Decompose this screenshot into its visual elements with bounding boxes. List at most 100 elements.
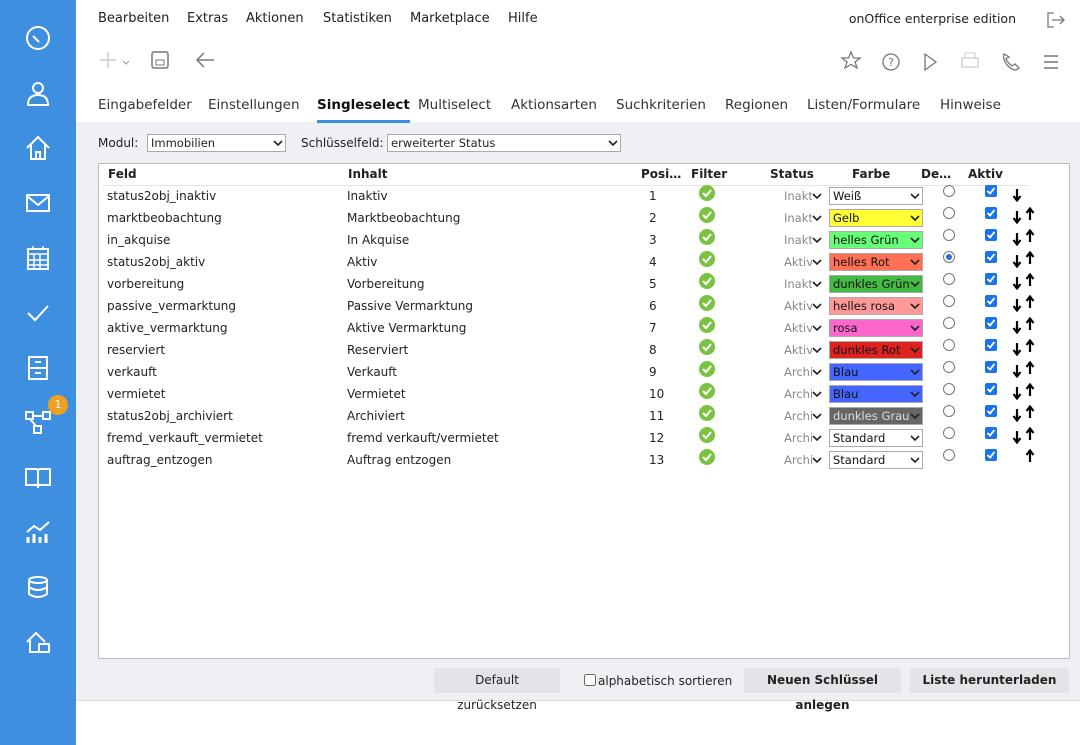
- nav-files[interactable]: [24, 354, 52, 382]
- color-select[interactable]: dunkles Grau: [829, 407, 923, 425]
- default-radio[interactable]: [942, 382, 956, 399]
- move-up[interactable]: [1025, 317, 1035, 334]
- tab[interactable]: Regionen: [725, 97, 788, 113]
- color-select[interactable]: Standard: [829, 451, 923, 469]
- move-down[interactable]: [1012, 298, 1022, 315]
- active-checkbox[interactable]: [984, 338, 998, 355]
- move-up[interactable]: [1025, 427, 1035, 444]
- filter-check[interactable]: [698, 404, 716, 425]
- status-select[interactable]: Aktiv: [780, 341, 825, 359]
- default-radio[interactable]: [942, 184, 956, 201]
- active-checkbox[interactable]: [984, 228, 998, 245]
- column-header[interactable]: Farbe: [852, 167, 912, 181]
- logout-icon[interactable]: [1046, 11, 1066, 29]
- nav-buildings[interactable]: [24, 628, 52, 656]
- column-header[interactable]: Filter: [691, 167, 731, 181]
- column-header[interactable]: Position: [641, 167, 686, 181]
- move-down[interactable]: [1012, 232, 1022, 249]
- filter-check[interactable]: [698, 316, 716, 337]
- status-select[interactable]: Archiviert: [780, 385, 825, 403]
- download-button[interactable]: Liste herunterladen: [910, 668, 1069, 693]
- default-radio[interactable]: [942, 448, 956, 465]
- default-radio[interactable]: [942, 206, 956, 223]
- move-up[interactable]: [1025, 449, 1035, 466]
- active-checkbox[interactable]: [984, 360, 998, 377]
- status-select[interactable]: Aktiv: [780, 319, 825, 337]
- color-select[interactable]: Blau: [829, 363, 923, 381]
- tab[interactable]: Singleselect: [317, 97, 410, 113]
- menu-item[interactable]: Bearbeiten: [98, 11, 169, 26]
- active-checkbox[interactable]: [984, 184, 998, 201]
- active-checkbox[interactable]: [984, 404, 998, 421]
- key-select[interactable]: erweiterter Status: [387, 134, 621, 152]
- tab[interactable]: Eingabefelder: [98, 97, 192, 113]
- nav-contacts[interactable]: [24, 79, 52, 107]
- status-select[interactable]: Archiviert: [780, 363, 825, 381]
- color-select[interactable]: helles Rot: [829, 253, 923, 271]
- column-header[interactable]: Default: [921, 167, 954, 181]
- tab[interactable]: Listen/Formulare: [807, 97, 920, 113]
- menu-item[interactable]: Extras: [187, 11, 228, 26]
- filter-check[interactable]: [698, 448, 716, 469]
- move-up[interactable]: [1025, 229, 1035, 246]
- move-down[interactable]: [1012, 254, 1022, 271]
- active-checkbox[interactable]: [984, 206, 998, 223]
- active-checkbox[interactable]: [984, 316, 998, 333]
- default-radio[interactable]: [942, 272, 956, 289]
- filter-check[interactable]: [698, 272, 716, 293]
- active-checkbox[interactable]: [984, 382, 998, 399]
- menu-item[interactable]: Aktionen: [246, 11, 304, 26]
- color-select[interactable]: helles rosa: [829, 297, 923, 315]
- status-select[interactable]: Inaktiv: [780, 231, 825, 249]
- default-radio[interactable]: [942, 250, 956, 267]
- move-up[interactable]: [1025, 361, 1035, 378]
- move-down[interactable]: [1012, 386, 1022, 403]
- default-radio[interactable]: [942, 294, 956, 311]
- default-radio[interactable]: [942, 228, 956, 245]
- color-select[interactable]: helles Grün: [829, 231, 923, 249]
- color-select[interactable]: Gelb: [829, 209, 923, 227]
- nav-dashboard[interactable]: [24, 24, 52, 52]
- tab[interactable]: Einstellungen: [208, 97, 300, 113]
- move-down[interactable]: [1012, 364, 1022, 381]
- filter-check[interactable]: [698, 228, 716, 249]
- nav-database[interactable]: [24, 573, 52, 601]
- filter-check[interactable]: [698, 382, 716, 403]
- active-checkbox[interactable]: [984, 272, 998, 289]
- filter-check[interactable]: [698, 360, 716, 381]
- nav-statistics[interactable]: [24, 518, 52, 546]
- active-checkbox[interactable]: [984, 426, 998, 443]
- status-select[interactable]: Archiviert: [780, 429, 825, 447]
- column-header[interactable]: Inhalt: [348, 167, 548, 181]
- move-down[interactable]: [1012, 276, 1022, 293]
- column-header[interactable]: Aktiv: [968, 167, 1008, 181]
- move-down[interactable]: [1012, 430, 1022, 447]
- status-select[interactable]: Aktiv: [780, 253, 825, 271]
- menu-item[interactable]: Statistiken: [323, 11, 392, 26]
- column-header[interactable]: Status: [770, 167, 820, 181]
- filter-check[interactable]: [698, 338, 716, 359]
- tab[interactable]: Multiselect: [418, 97, 491, 113]
- nav-calendar[interactable]: [24, 244, 52, 272]
- modul-select[interactable]: Immobilien: [147, 134, 286, 152]
- active-checkbox[interactable]: [984, 448, 998, 465]
- tab[interactable]: Hinweise: [940, 97, 1001, 113]
- status-select[interactable]: Archiviert: [780, 451, 825, 469]
- filter-check[interactable]: [698, 206, 716, 227]
- color-select[interactable]: Weiß: [829, 187, 923, 205]
- color-select[interactable]: rosa: [829, 319, 923, 337]
- status-select[interactable]: Inaktiv: [780, 187, 825, 205]
- nav-mail[interactable]: [24, 189, 52, 217]
- move-up[interactable]: [1025, 383, 1035, 400]
- column-header[interactable]: Feld: [108, 167, 308, 181]
- sort-checkbox[interactable]: [584, 674, 596, 689]
- filter-check[interactable]: [698, 294, 716, 315]
- default-radio[interactable]: [942, 338, 956, 355]
- move-up[interactable]: [1025, 273, 1035, 290]
- tab[interactable]: Aktionsarten: [511, 97, 597, 113]
- default-radio[interactable]: [942, 316, 956, 333]
- status-select[interactable]: Inaktiv: [780, 275, 825, 293]
- move-up[interactable]: [1025, 207, 1035, 224]
- tab[interactable]: Suchkriterien: [616, 97, 706, 113]
- default-radio[interactable]: [942, 426, 956, 443]
